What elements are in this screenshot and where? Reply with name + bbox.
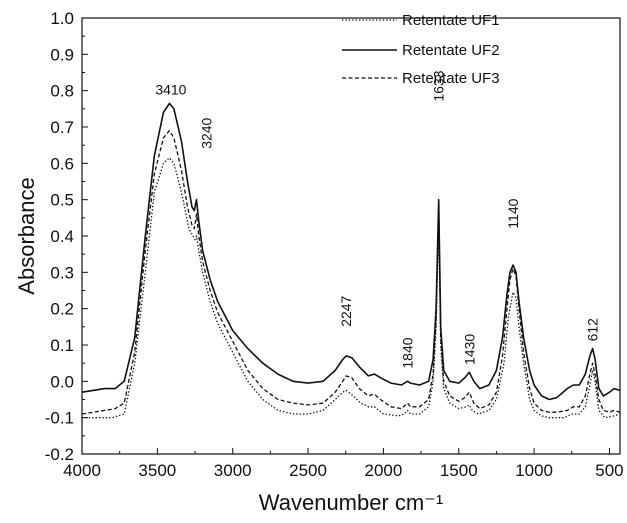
x-tick-label: 2000	[364, 461, 402, 480]
y-tick-label: 0.5	[50, 191, 74, 210]
peak-label: 3240	[198, 117, 214, 148]
y-axis-ticks: -0.2 -0.1 0.0 0.1 0.2 0.3 0.4 0.5 0.6 0.7 0.8 0.9 1.…	[45, 9, 88, 464]
legend-label-uf1: Retentate UF1	[402, 12, 500, 29]
series-layer	[81, 102, 621, 419]
x-tick-label: 3500	[138, 461, 176, 480]
y-tick-label: -0.1	[45, 409, 74, 428]
x-tick-label: 1000	[515, 461, 553, 480]
legend: Retentate UF1 Retentate UF2 Retentate UF…	[342, 12, 500, 87]
y-tick-label: 0.3	[50, 263, 74, 282]
x-axis-ticks: 4000 3500 3000 2500 2000 1500 1000 500	[63, 448, 624, 480]
legend-label-uf2: Retentate UF2	[402, 42, 500, 59]
y-tick-label: 0.2	[50, 300, 74, 319]
x-tick-label: 1500	[440, 461, 478, 480]
y-tick-label: 0.4	[50, 227, 74, 246]
x-tick-label: 2500	[289, 461, 327, 480]
peak-label: 612	[585, 318, 601, 342]
legend-label-uf3: Retentate UF3	[402, 70, 500, 87]
y-tick-label: 0.0	[50, 372, 74, 391]
y-tick-label: 0.9	[50, 45, 74, 64]
y-tick-label: 0.7	[50, 118, 74, 137]
peak-label: 3410	[155, 81, 186, 97]
y-tick-label: 0.6	[50, 154, 74, 173]
x-axis-title: Wavenumber cm⁻¹	[259, 490, 443, 515]
series-line-retentate-uf3	[81, 129, 621, 415]
peak-label: 1140	[505, 198, 521, 228]
y-tick-label: 0.1	[50, 336, 74, 355]
series-line-retentate-uf1	[82, 157, 621, 419]
y-tick-label: 1.0	[50, 9, 74, 28]
series-line-retentate-uf2	[81, 102, 621, 401]
peak-label: 1633	[431, 70, 447, 101]
x-tick-label: 4000	[63, 461, 101, 480]
y-axis-title: Absorbance	[14, 177, 39, 294]
peak-label: 1430	[461, 334, 477, 365]
y-tick-label: 0.8	[50, 82, 74, 101]
x-tick-label: 500	[595, 461, 623, 480]
y-tick-label: -0.2	[45, 445, 74, 464]
peak-annotations: 3410 3240 2247 1840 1633 1430 1140 612	[155, 70, 600, 368]
x-tick-label: 3000	[214, 461, 252, 480]
peak-label: 2247	[338, 295, 354, 326]
peak-label: 1840	[400, 337, 416, 368]
